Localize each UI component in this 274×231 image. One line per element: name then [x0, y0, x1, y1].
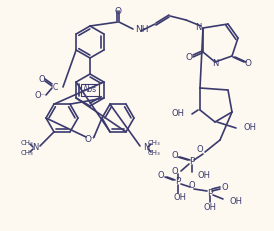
Text: Abs: Abs	[83, 85, 97, 94]
FancyBboxPatch shape	[81, 84, 99, 96]
Text: P: P	[189, 158, 195, 167]
Text: O⁻: O⁻	[35, 91, 45, 100]
Text: O: O	[189, 180, 195, 189]
Text: CH₃: CH₃	[21, 150, 33, 156]
Text: OH: OH	[204, 204, 216, 213]
Text: N: N	[212, 60, 218, 69]
Text: CH₃: CH₃	[148, 140, 160, 146]
Text: O: O	[244, 58, 252, 67]
Text: N: N	[195, 22, 201, 31]
Text: OH: OH	[229, 198, 242, 207]
Text: OH: OH	[197, 170, 210, 179]
Text: O: O	[115, 6, 121, 15]
Text: OH: OH	[171, 109, 184, 119]
Text: NH: NH	[135, 25, 149, 34]
Text: O: O	[222, 182, 228, 191]
Text: O: O	[172, 151, 178, 159]
Text: CH₃: CH₃	[148, 150, 160, 156]
Text: OH: OH	[173, 194, 187, 203]
Text: O: O	[39, 76, 45, 85]
Text: OH: OH	[244, 124, 257, 133]
Text: N: N	[143, 143, 149, 152]
Text: N: N	[32, 143, 38, 152]
Text: O⁺: O⁺	[84, 136, 96, 145]
Text: O: O	[158, 171, 164, 180]
Text: P: P	[207, 188, 213, 198]
Text: O: O	[172, 167, 178, 176]
Text: CH₃: CH₃	[21, 140, 33, 146]
Text: C: C	[52, 82, 58, 91]
Text: P: P	[175, 177, 181, 186]
Text: O: O	[197, 145, 203, 154]
Text: O: O	[185, 54, 193, 63]
